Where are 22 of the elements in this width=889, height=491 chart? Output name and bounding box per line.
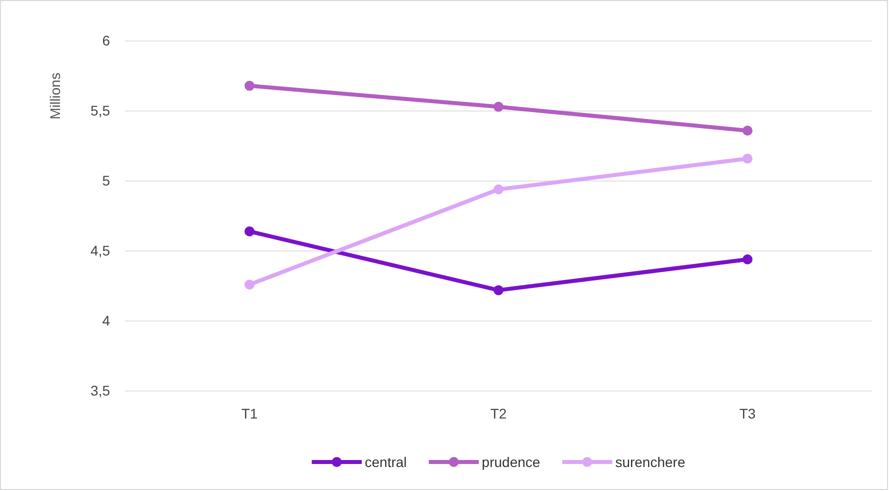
point bbox=[494, 285, 504, 296]
point bbox=[494, 184, 504, 194]
y-tick-label: 4 bbox=[102, 312, 110, 328]
point bbox=[244, 280, 254, 290]
legend-label: surenchere bbox=[615, 454, 686, 470]
point bbox=[742, 126, 752, 136]
y-tick-label: 4,5 bbox=[90, 242, 110, 258]
y-axis-title: Millions bbox=[47, 72, 63, 120]
point bbox=[244, 226, 254, 236]
point bbox=[244, 80, 254, 91]
x-tick-label: T2 bbox=[490, 406, 507, 422]
y-tick-label: 3,5 bbox=[90, 382, 110, 398]
x-tick-label: T1 bbox=[241, 406, 258, 422]
point bbox=[742, 154, 752, 164]
legend-label: prudence bbox=[482, 454, 540, 470]
y-tick-label: 5,5 bbox=[90, 102, 110, 118]
y-tick-label: 6 bbox=[102, 32, 110, 48]
x-tick-label: T3 bbox=[739, 406, 756, 422]
y-tick-label: 5 bbox=[102, 172, 110, 188]
point bbox=[494, 102, 504, 112]
legend-label: central bbox=[364, 454, 407, 470]
point bbox=[742, 254, 752, 264]
